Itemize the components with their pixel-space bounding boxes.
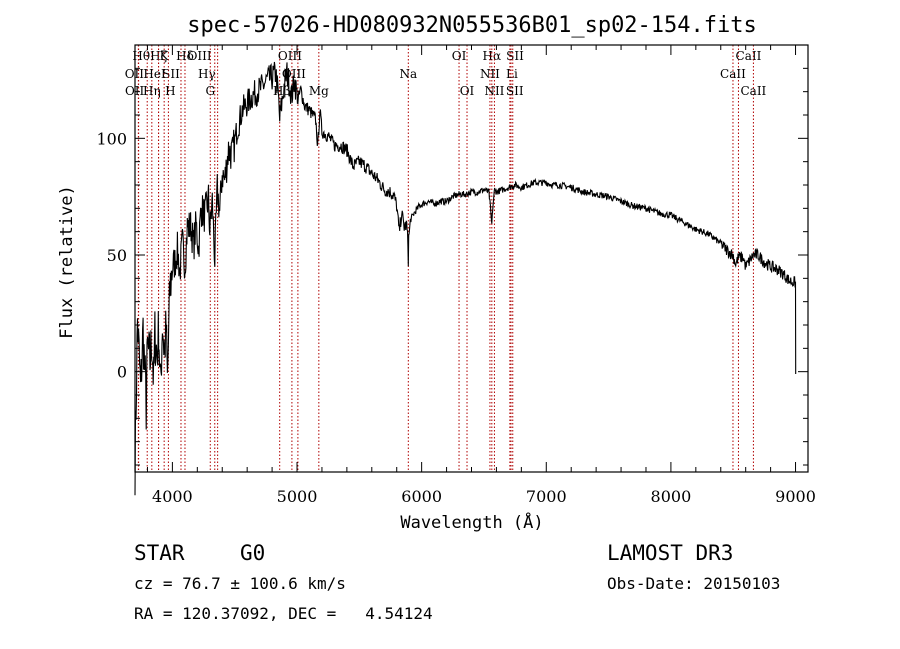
y-tick-label: 0: [117, 363, 127, 382]
line-label: Hθ: [132, 49, 150, 63]
line-label: Hα: [483, 49, 502, 63]
subclass: G0: [240, 541, 265, 565]
line-label: K: [160, 49, 170, 63]
line-label: OIII: [278, 49, 302, 63]
line-label: SII: [162, 67, 180, 81]
line-label: Hδ: [176, 49, 194, 63]
line-label: NII: [484, 84, 504, 98]
x-tick-label: 5000: [277, 487, 318, 506]
x-tick-label: 7000: [526, 487, 567, 506]
line-label: CaII: [740, 84, 766, 98]
x-tick-label: 4000: [152, 487, 193, 506]
line-label: Hη: [143, 84, 161, 98]
x-tick-label: 8000: [651, 487, 692, 506]
observation-date: Obs-Date: 20150103: [607, 574, 780, 593]
line-label: OI: [452, 49, 467, 63]
line-label: OIII: [188, 49, 212, 63]
survey-name: LAMOST DR3: [607, 541, 733, 565]
line-label: Mg: [309, 84, 329, 98]
plot-frame: [134, 44, 809, 473]
y-axis-label: Flux (relative): [57, 185, 77, 339]
line-label: Na: [399, 67, 417, 81]
x-tick-label: 9000: [775, 487, 816, 506]
coordinates: RA = 120.37092, DEC = 4.54124: [134, 604, 433, 623]
line-label: SII: [506, 84, 524, 98]
line-label: H: [165, 84, 175, 98]
y-tick-label: 50: [107, 246, 127, 265]
line-label: NII: [480, 67, 500, 81]
line-label: HeI: [143, 67, 166, 81]
line-label: CaII: [720, 67, 746, 81]
line-label: CaII: [736, 49, 762, 63]
line-label: SII: [506, 49, 524, 63]
spectrum-series-line: [134, 61, 797, 496]
x-axis-label: Wavelength (Å): [400, 511, 543, 533]
object-type: STAR: [134, 541, 185, 565]
line-label: OI: [460, 84, 475, 98]
x-tick-label: 6000: [401, 487, 442, 506]
axis-ticks: 4000 5000 6000 7000 8000 9000 0 50 100: [96, 45, 816, 506]
line-label: G: [205, 84, 215, 98]
chart-title: spec-57026-HD080932N055536B01_sp02-154.f…: [187, 13, 757, 38]
y-tick-label: 100: [96, 129, 127, 148]
line-label: Hγ: [198, 67, 216, 81]
redshift-velocity: cz = 76.7 ± 100.6 km/s: [134, 574, 346, 593]
line-label: Li: [506, 67, 518, 81]
